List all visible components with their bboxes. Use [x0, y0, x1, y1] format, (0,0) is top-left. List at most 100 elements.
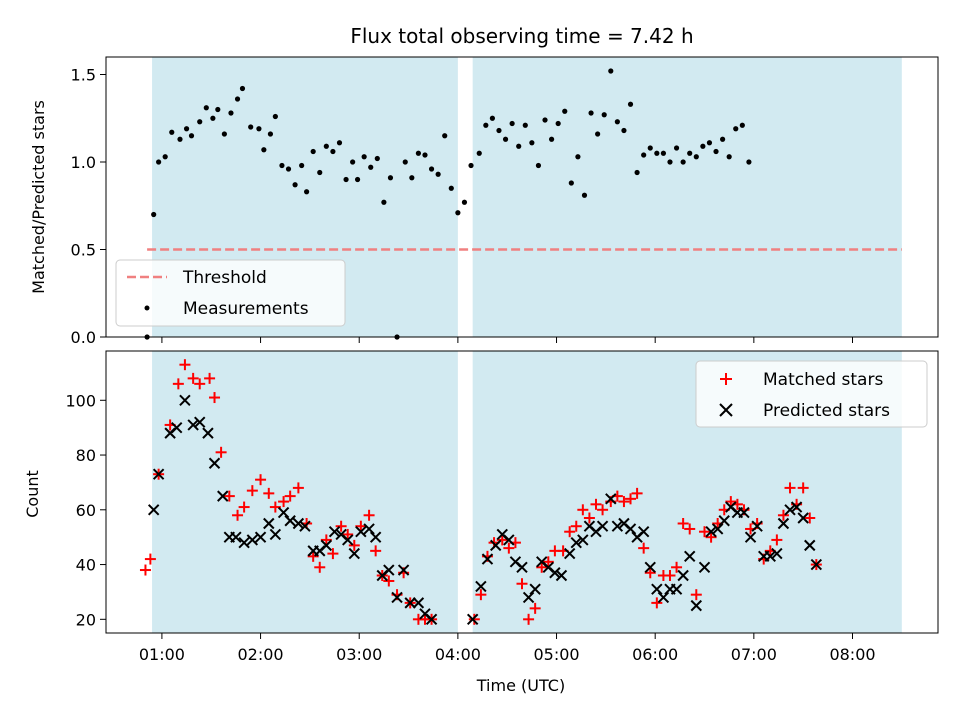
measurement-point: [203, 105, 209, 111]
matched-star-point: [625, 493, 637, 505]
measurement-point: [535, 162, 542, 169]
matched-star-point: [263, 487, 275, 499]
predicted-star-point: [690, 599, 702, 612]
matched-star-point: [684, 523, 696, 535]
predicted-star-point: [744, 531, 757, 543]
y-tick-label: 100: [65, 391, 96, 410]
predicted-star-point: [412, 597, 425, 609]
measurement-point: [169, 129, 175, 135]
measurement-point: [746, 159, 752, 165]
predicted-star-point: [230, 531, 242, 543]
measurement-point: [667, 159, 673, 165]
measurement-point: [415, 150, 422, 156]
measurement-point: [468, 162, 474, 169]
measurement-point: [292, 182, 298, 188]
measurement-point: [256, 126, 262, 132]
predicted-star-point: [348, 547, 360, 560]
predicted-star-point: [187, 419, 199, 431]
matched-star-point: [383, 575, 395, 587]
predicted-star-point: [391, 591, 403, 604]
predicted-star-point: [246, 534, 259, 546]
matched-star-point: [583, 512, 595, 524]
measurement-point: [720, 136, 726, 142]
measurement-point: [210, 115, 216, 121]
measurement-point: [489, 115, 496, 121]
predicted-star-point: [217, 490, 229, 502]
matched-star-point: [804, 512, 816, 524]
matched-star-point: [342, 528, 354, 540]
measurement-point: [687, 150, 693, 156]
measurement-point: [336, 140, 343, 146]
measurement-point: [279, 162, 285, 169]
matched-star-point: [139, 564, 151, 576]
matched-star-point: [651, 597, 663, 609]
measurement-point: [673, 145, 680, 151]
top-axes-frame: [105, 56, 939, 338]
measurement-point: [483, 122, 489, 128]
measurement-point: [726, 154, 732, 160]
matched-star-point: [631, 487, 643, 499]
predicted-star-point: [263, 517, 275, 530]
x-tick-label: 05:00: [533, 645, 579, 664]
measurement-point: [409, 175, 415, 181]
predicted-stars-points: [147, 394, 823, 626]
predicted-star-point: [292, 517, 305, 530]
measurement-point: [323, 143, 329, 149]
matched-star-point: [278, 496, 290, 508]
bottom-legend: Matched stars Predicted stars: [695, 360, 928, 428]
matched-star-point: [677, 517, 689, 529]
matched-star-point: [542, 556, 554, 568]
predicted-star-point: [684, 550, 696, 563]
measurement-point: [304, 189, 310, 195]
measurement-point: [162, 154, 168, 160]
measurement-point: [634, 169, 640, 176]
matched-star-point: [570, 520, 582, 532]
matched-star-point: [238, 501, 250, 513]
matched-star-point: [246, 485, 258, 497]
measurement-point: [402, 159, 408, 165]
predicted-star-point: [202, 427, 214, 439]
measurement-points: [144, 68, 752, 340]
y-tick-label: 0.0: [71, 328, 96, 347]
legend-predicted-swatch: [719, 403, 733, 417]
measurement-point: [647, 145, 653, 151]
measurement-point: [448, 185, 454, 191]
predicted-star-point: [549, 567, 561, 579]
matched-star-point: [314, 561, 326, 573]
matched-star-point: [529, 602, 541, 614]
predicted-star-point: [790, 501, 803, 513]
matched-star-point: [638, 542, 650, 554]
matched-star-point: [144, 553, 156, 565]
predicted-star-point: [489, 539, 502, 552]
measurement-point: [502, 136, 509, 142]
measurement-point: [476, 150, 482, 156]
measurement-point: [496, 127, 502, 134]
matched-star-point: [564, 526, 576, 538]
predicted-star-point: [369, 531, 382, 543]
predicted-star-point: [363, 523, 375, 535]
matched-star-point: [503, 542, 515, 554]
matched-star-point: [536, 561, 548, 573]
matched-star-point: [577, 504, 589, 516]
measurement-point: [151, 211, 157, 218]
predicted-star-point: [383, 564, 395, 576]
measurement-point: [317, 169, 323, 176]
matched-star-point: [644, 567, 656, 579]
predicted-star-point: [596, 520, 609, 532]
predicted-star-point: [284, 515, 296, 527]
measurement-point: [428, 166, 435, 172]
predicted-star-point: [277, 506, 290, 519]
predicted-star-point: [764, 550, 776, 563]
legend-measurements-swatch: [144, 305, 150, 311]
matched-star-point: [516, 578, 528, 590]
predicted-star-point: [481, 553, 494, 565]
matched-star-point: [496, 534, 508, 546]
y-tick-label: 1.5: [71, 66, 96, 85]
matched-star-point: [284, 490, 296, 502]
predicted-star-point: [208, 457, 221, 469]
measurement-point: [197, 119, 203, 125]
measurement-point: [660, 150, 667, 156]
measurement-point: [221, 131, 227, 137]
predicted-star-point: [670, 583, 683, 595]
measurement-point: [733, 126, 739, 132]
